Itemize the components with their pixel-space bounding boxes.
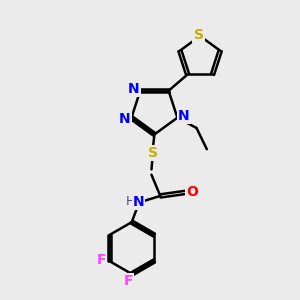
Text: N: N — [119, 112, 131, 126]
Text: N: N — [178, 109, 190, 123]
Text: O: O — [186, 185, 198, 199]
Text: N: N — [128, 82, 140, 96]
Text: N: N — [133, 195, 144, 209]
Text: H: H — [126, 195, 136, 208]
Text: S: S — [194, 28, 204, 42]
Text: F: F — [124, 274, 133, 288]
Text: F: F — [96, 253, 106, 266]
Text: S: S — [148, 146, 158, 160]
